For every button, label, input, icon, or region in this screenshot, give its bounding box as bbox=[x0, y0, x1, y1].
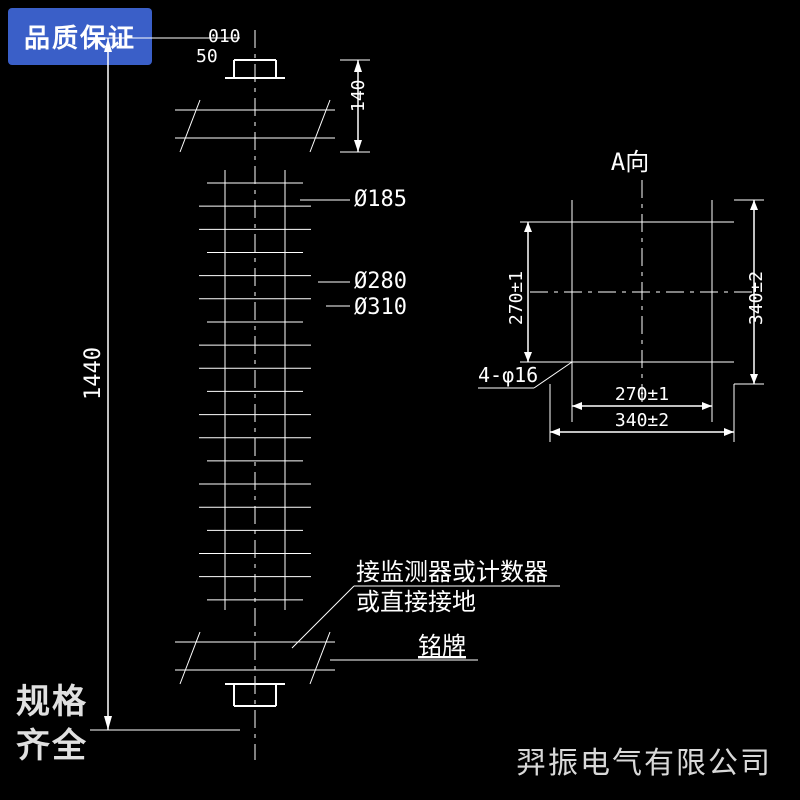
dim-270-v: 270±1 bbox=[506, 271, 527, 325]
dim-140: 140 bbox=[348, 79, 369, 112]
engineering-drawing: 010 50 140 bbox=[0, 0, 800, 800]
note-nameplate: 铭牌 bbox=[418, 632, 466, 660]
note-monitor-2: 或直接接地 bbox=[356, 588, 476, 616]
view-a: A向 270±1 340±2 bbox=[478, 148, 767, 442]
spec-line2: 齐全 bbox=[16, 724, 88, 768]
note-monitor-1: 接监测器或计数器 bbox=[356, 558, 548, 586]
spec-complete-text: 规格 齐全 bbox=[16, 680, 88, 768]
view-a-title: A向 bbox=[611, 148, 649, 176]
dim-270-h: 270±1 bbox=[615, 384, 669, 405]
dim-010: 010 bbox=[208, 26, 241, 47]
dim-d185: Ø185 bbox=[354, 187, 407, 212]
spec-line1: 规格 bbox=[16, 680, 88, 724]
dim-340-h: 340±2 bbox=[615, 410, 669, 431]
hole-label: 4-φ16 bbox=[478, 363, 538, 387]
dim-340-v: 340±2 bbox=[746, 271, 767, 325]
dim-d310: Ø310 bbox=[354, 295, 407, 320]
elevation-view: 010 50 140 bbox=[81, 26, 560, 760]
dim-1440: 1440 bbox=[81, 347, 106, 400]
insulator-sheds bbox=[191, 169, 319, 610]
quality-badge: 品质保证 bbox=[8, 8, 152, 65]
dim-50: 50 bbox=[196, 46, 218, 67]
company-name: 羿振电气有限公司 bbox=[516, 738, 772, 782]
dim-d280: Ø280 bbox=[354, 269, 407, 294]
